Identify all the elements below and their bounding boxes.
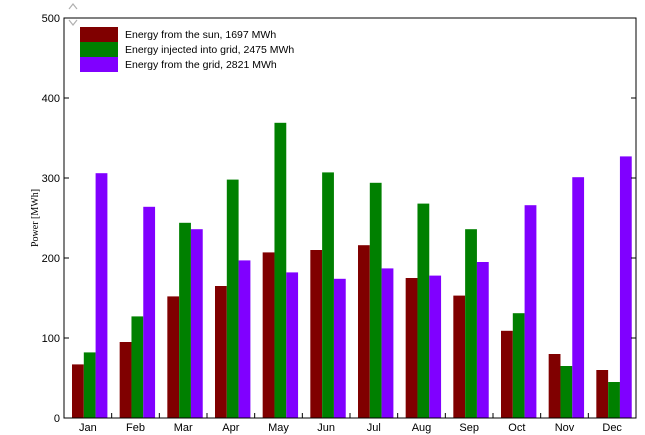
bar-dec-series-3	[619, 156, 632, 418]
x-tick-label: Oct	[508, 422, 525, 434]
bar-aug-series-2	[417, 203, 430, 418]
bar-dec-series-1	[596, 370, 609, 418]
bar-apr-series-3	[238, 260, 251, 418]
x-tick-label: Jul	[367, 422, 381, 434]
bar-mar-series-3	[190, 229, 203, 418]
legend-swatch-2	[80, 42, 118, 57]
y-tick-label: 400	[42, 93, 60, 105]
bar-feb-series-1	[119, 342, 132, 418]
bar-jun-series-1	[310, 250, 323, 418]
bar-nov-series-2	[560, 366, 573, 418]
y-tick-label: 300	[42, 173, 60, 185]
bar-may-series-1	[262, 252, 275, 418]
y-tick-label: 0	[54, 413, 60, 425]
bar-jul-series-3	[381, 268, 394, 418]
bar-jan-series-2	[83, 352, 96, 418]
x-tick-label: Jun	[317, 422, 335, 434]
x-tick-label: Apr	[222, 422, 239, 434]
bar-sep-series-1	[453, 295, 466, 418]
bar-feb-series-2	[131, 316, 144, 418]
bar-mar-series-2	[179, 222, 191, 418]
legend-swatch-3	[80, 57, 118, 72]
chevron-up-icon[interactable]	[68, 3, 78, 10]
bar-aug-series-1	[405, 278, 418, 418]
x-tick-label: Aug	[412, 422, 432, 434]
legend-label-2: Energy injected into grid, 2475 MWh	[125, 44, 294, 56]
chevron-down-icon[interactable]	[68, 19, 78, 26]
legend-swatch-1	[80, 27, 118, 42]
x-tick-label: Mar	[174, 422, 193, 434]
bar-apr-series-1	[215, 286, 227, 418]
x-tick-label: Sep	[459, 422, 479, 434]
bar-jul-series-2	[369, 182, 382, 418]
bar-oct-series-2	[512, 313, 525, 418]
bar-sep-series-2	[465, 229, 477, 418]
bars-layer	[72, 122, 632, 419]
bar-jun-series-2	[322, 172, 334, 418]
bar-mar-series-1	[167, 296, 180, 418]
bar-jun-series-3	[333, 278, 346, 418]
y-tick-label: 200	[42, 253, 60, 265]
x-tick-label: Jan	[79, 422, 97, 434]
bar-dec-series-2	[608, 382, 620, 418]
y-axis-title: Power [MWh]	[30, 189, 41, 247]
legend-scroll-spinner[interactable]	[68, 3, 78, 26]
x-tick-label: Dec	[602, 422, 622, 434]
x-tick-label: May	[268, 422, 289, 434]
x-tick-label: Nov	[555, 422, 575, 434]
bar-jul-series-1	[358, 245, 370, 418]
legend-label-1: Energy from the sun, 1697 MWh	[125, 29, 276, 41]
bar-may-series-2	[274, 122, 287, 419]
bar-nov-series-1	[548, 354, 561, 418]
bar-apr-series-2	[226, 179, 239, 418]
y-tick-label: 100	[42, 333, 60, 345]
bar-sep-series-3	[476, 262, 489, 418]
bar-oct-series-3	[524, 205, 537, 418]
bar-jan-series-1	[72, 364, 84, 418]
bar-aug-series-3	[429, 275, 442, 418]
bar-feb-series-3	[143, 206, 156, 418]
bar-may-series-3	[286, 272, 299, 418]
x-tick-label: Feb	[126, 422, 145, 434]
legend-label-3: Energy from the grid, 2821 MWh	[125, 59, 277, 71]
axes-layer: 0 100 200 300 400 500 Jan Feb Mar Apr May Jun Jul Aug…	[42, 13, 637, 434]
legend: Energy from the sun, 1697 MWh Energy inje…	[80, 27, 294, 72]
bar-jan-series-3	[95, 173, 108, 418]
bar-oct-series-1	[501, 330, 513, 418]
bar-nov-series-3	[572, 177, 585, 418]
y-tick-label: 500	[42, 13, 60, 25]
